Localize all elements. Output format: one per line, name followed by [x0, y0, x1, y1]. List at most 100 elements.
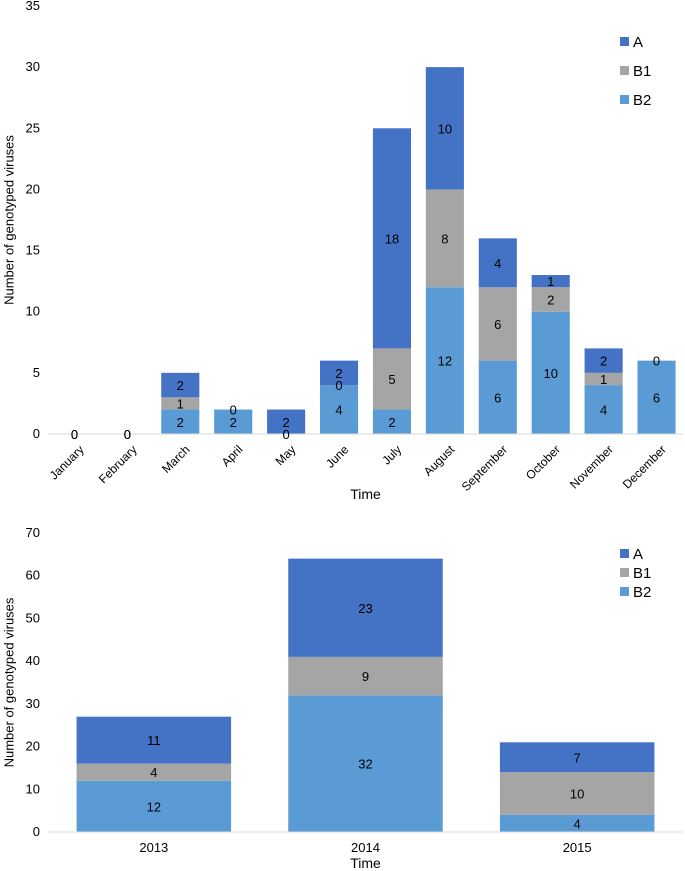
- y-tick-label: 40: [26, 653, 40, 668]
- bar-segment-b1: [161, 397, 200, 410]
- y-tick-label: 70: [26, 525, 40, 540]
- data-label-a: 2: [600, 354, 607, 369]
- x-tick-label: October: [523, 442, 563, 482]
- data-label-a: 0: [230, 403, 237, 418]
- data-label-a: 4: [494, 256, 501, 271]
- x-tick-label: May: [273, 442, 299, 468]
- bar-segment-a: [425, 67, 464, 190]
- x-axis-title: Time: [350, 486, 381, 502]
- bar-segment-b1: [531, 287, 570, 312]
- bar-segment-a: [584, 348, 623, 373]
- data-label-b1: 9: [362, 669, 369, 684]
- legend-swatch-b2: [620, 587, 629, 596]
- y-axis-title: Number of genotyped viruses: [1, 135, 16, 305]
- x-tick-label: November: [567, 442, 616, 491]
- data-label-b1: 2: [547, 292, 554, 307]
- x-tick-label: September: [459, 442, 510, 493]
- y-tick-label: 15: [26, 243, 40, 258]
- bar-segment-a: [288, 558, 443, 657]
- bar-segment-b2: [531, 311, 570, 434]
- data-label-b2: 12: [438, 354, 452, 369]
- bar-segment-b1: [478, 287, 517, 361]
- bar-segment-b2: [637, 360, 676, 434]
- bar-segment-a: [161, 372, 200, 398]
- data-label-b2: 0: [71, 427, 78, 442]
- bar-segment-b2: [214, 409, 253, 434]
- bar-segment-b2: [425, 287, 464, 434]
- y-tick-label: 5: [33, 365, 40, 380]
- data-label-b2: 10: [543, 366, 557, 381]
- x-tick-label: April: [219, 442, 246, 469]
- data-label-b2: 32: [358, 757, 372, 772]
- data-label-a: 2: [177, 378, 184, 393]
- bar-segment-b1: [499, 772, 655, 815]
- bar-segment-b1: [76, 763, 232, 781]
- bar-segment-b2: [319, 385, 359, 434]
- x-tick-label: 2013: [139, 840, 168, 855]
- legend-label-b1: B1: [633, 63, 651, 80]
- bar-segment-a: [478, 238, 517, 288]
- bar-segment-b2: [499, 814, 655, 832]
- data-label-b1: 8: [441, 231, 448, 246]
- x-axis-title: Time: [350, 855, 381, 871]
- y-tick-label: 20: [26, 739, 40, 754]
- data-label-a: 11: [147, 733, 161, 748]
- data-label-a: 1: [547, 274, 554, 289]
- data-label-b2: 4: [600, 403, 607, 418]
- x-tick-label: June: [323, 442, 352, 471]
- x-tick-label: December: [620, 442, 669, 491]
- x-tick-label: 2015: [563, 840, 592, 855]
- data-label-a: 0: [653, 354, 660, 369]
- y-tick-label: 10: [26, 304, 40, 319]
- data-label-b1: 1: [600, 372, 607, 387]
- data-label-b1: 6: [494, 317, 501, 332]
- bar-segment-b2: [288, 695, 443, 832]
- x-tick-label: July: [379, 442, 404, 467]
- data-label-b1: 0: [335, 378, 342, 393]
- bar-segment-b2: [584, 385, 623, 434]
- bar-segment-b1: [584, 372, 623, 386]
- bar-segment-b2: [478, 360, 517, 434]
- bar-segment-b1: [372, 348, 412, 410]
- data-label-a: 0: [71, 427, 78, 442]
- data-label-a: 10: [438, 121, 452, 136]
- legend-swatch-a: [620, 37, 629, 46]
- data-label-a: 0: [124, 427, 131, 442]
- x-tick-label: February: [96, 442, 140, 486]
- data-label-b2: 2: [177, 415, 184, 430]
- data-label-a: 18: [385, 231, 399, 246]
- data-label-b2: 2: [388, 415, 395, 430]
- y-tick-label: 0: [33, 426, 40, 441]
- data-label-a: 23: [358, 601, 372, 616]
- bar-segment-a: [319, 360, 359, 386]
- legend-swatch-b1: [620, 66, 629, 75]
- data-label-b1: 5: [388, 372, 395, 387]
- legend-label-b2: B2: [633, 92, 651, 109]
- bar-segment-b2: [161, 409, 200, 434]
- data-label-b2: 12: [147, 799, 161, 814]
- data-label-b2: 2: [230, 415, 237, 430]
- legend-label-b1: B1: [633, 565, 651, 582]
- y-tick-label: 20: [26, 181, 40, 196]
- legend-swatch-b1: [620, 568, 629, 577]
- legend-swatch-a: [620, 549, 629, 558]
- data-label-b2: 4: [335, 403, 342, 418]
- x-tick-label: August: [421, 442, 458, 479]
- bar-segment-a: [267, 409, 306, 434]
- bar-segment-a: [372, 128, 412, 349]
- y-tick-label: 50: [26, 610, 40, 625]
- data-label-b2: 6: [494, 390, 501, 405]
- data-label-a: 2: [283, 415, 290, 430]
- legend-label-b2: B2: [633, 584, 651, 601]
- data-label-b2: 0: [283, 427, 290, 442]
- data-label-b1: 4: [150, 765, 157, 780]
- bar-segment-b2: [76, 780, 232, 832]
- y-tick-label: 25: [26, 120, 40, 135]
- data-label-a: 7: [574, 750, 581, 765]
- y-tick-label: 60: [26, 568, 40, 583]
- y-tick-label: 10: [26, 781, 40, 796]
- y-tick-label: 30: [26, 696, 40, 711]
- data-label-b2: 6: [653, 390, 660, 405]
